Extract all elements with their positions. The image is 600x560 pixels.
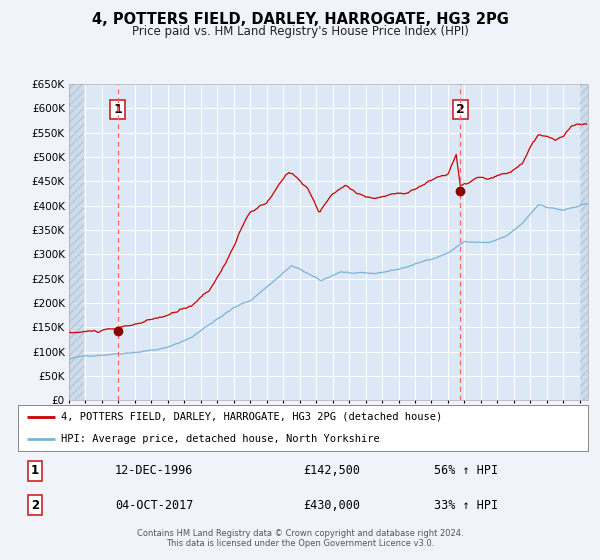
Text: This data is licensed under the Open Government Licence v3.0.: This data is licensed under the Open Gov… [166,539,434,548]
Text: 33% ↑ HPI: 33% ↑ HPI [434,499,498,512]
Text: 12-DEC-1996: 12-DEC-1996 [115,464,193,477]
Bar [69,84,84,400]
Text: 2: 2 [31,499,39,512]
Text: £142,500: £142,500 [303,464,360,477]
Text: £430,000: £430,000 [303,499,360,512]
Text: 2: 2 [456,103,464,116]
Text: HPI: Average price, detached house, North Yorkshire: HPI: Average price, detached house, Nort… [61,434,380,444]
Text: Price paid vs. HM Land Registry's House Price Index (HPI): Price paid vs. HM Land Registry's House … [131,25,469,38]
Bar [580,84,588,400]
Text: Contains HM Land Registry data © Crown copyright and database right 2024.: Contains HM Land Registry data © Crown c… [137,529,463,538]
Text: 1: 1 [31,464,39,477]
Text: 04-OCT-2017: 04-OCT-2017 [115,499,193,512]
Text: 4, POTTERS FIELD, DARLEY, HARROGATE, HG3 2PG: 4, POTTERS FIELD, DARLEY, HARROGATE, HG3… [92,12,508,27]
Text: 1: 1 [113,103,122,116]
Text: 4, POTTERS FIELD, DARLEY, HARROGATE, HG3 2PG (detached house): 4, POTTERS FIELD, DARLEY, HARROGATE, HG3… [61,412,442,422]
Text: 56% ↑ HPI: 56% ↑ HPI [434,464,498,477]
